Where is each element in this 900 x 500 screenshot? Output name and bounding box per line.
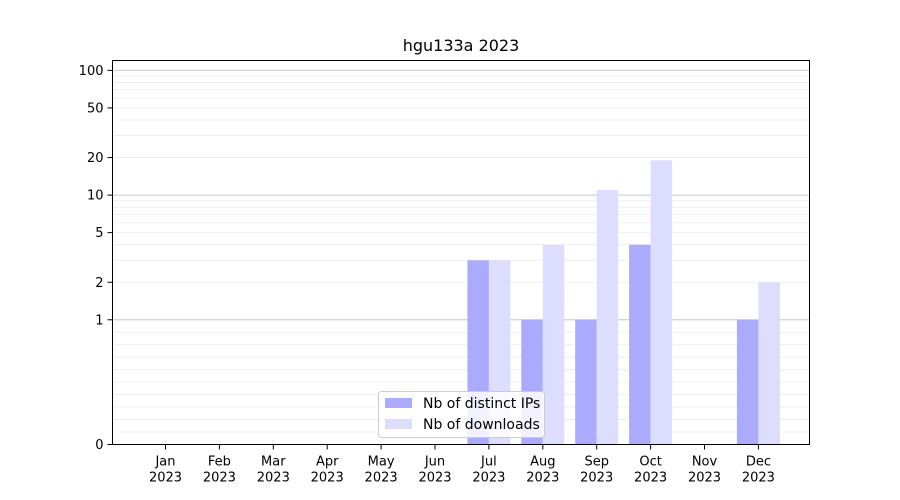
x-tick-label: Mar 2023	[257, 455, 290, 486]
y-tick-label: 1	[95, 313, 103, 328]
x-tick-label: Jun 2023	[418, 455, 451, 486]
x-tick-label: Apr 2023	[311, 455, 344, 486]
y-tick-label: 100	[79, 64, 104, 79]
legend-box	[378, 391, 545, 438]
y-axis: 0 1 2 5 10 20 50 100	[79, 64, 113, 453]
bar-distinct-ips	[736, 319, 759, 445]
legend-swatch	[385, 419, 412, 429]
bar-downloads	[596, 189, 619, 445]
legend-label: Nb of downloads	[423, 417, 540, 433]
chart-title: hgu133a 2023	[403, 36, 520, 55]
x-tick-label: Jul 2023	[472, 455, 505, 486]
bar-downloads	[650, 160, 673, 445]
legend: Nb of distinct IPs Nb of downloads	[378, 391, 545, 438]
y-tick-label: 50	[87, 101, 104, 116]
x-tick-label: Feb 2023	[203, 455, 236, 486]
legend-swatch	[385, 398, 412, 408]
bar-distinct-ips	[629, 244, 651, 445]
y-tick-label: 20	[87, 151, 104, 166]
bar-distinct-ips	[575, 319, 597, 445]
bar-downloads	[758, 282, 780, 445]
grid-lines	[112, 69, 810, 433]
x-tick-label: Nov 2023	[688, 455, 721, 486]
plot-frame	[112, 60, 810, 445]
x-tick-label: Jan 2023	[149, 455, 182, 486]
bar-downloads	[542, 244, 565, 445]
y-tick-label: 10	[87, 189, 104, 204]
x-tick-label: May 2023	[365, 455, 398, 486]
legend-label: Nb of distinct IPs	[423, 396, 540, 412]
x-axis: Jan 2023 Feb 2023 Mar 2023 Apr 2023 May 2023 Jun 20…	[149, 444, 775, 486]
x-tick-label: Aug 2023	[526, 455, 559, 486]
x-tick-label: Dec 2023	[742, 455, 775, 486]
x-tick-label: Sep 2023	[580, 455, 613, 486]
y-tick-label: 0	[95, 438, 103, 453]
y-tick-label: 2	[95, 276, 103, 291]
x-tick-label: Oct 2023	[634, 455, 667, 486]
y-tick-label: 5	[95, 226, 103, 241]
